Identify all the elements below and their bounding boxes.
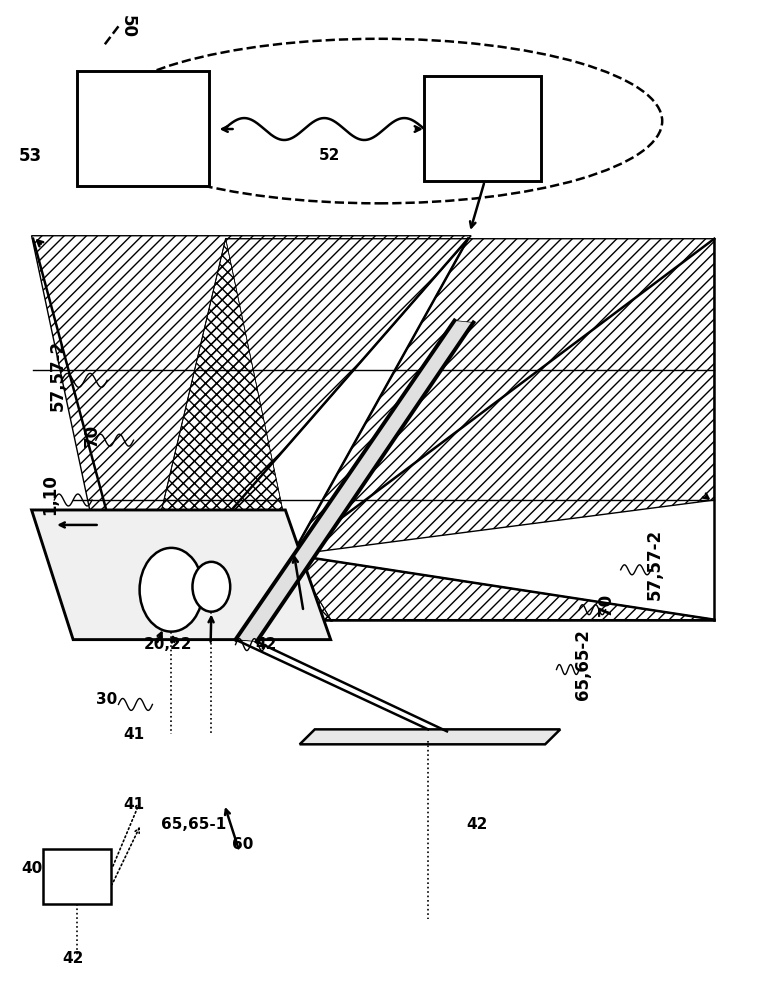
Text: 60: 60 bbox=[233, 837, 254, 852]
Text: 41: 41 bbox=[123, 797, 144, 812]
Bar bbox=[77, 71, 209, 186]
Polygon shape bbox=[299, 729, 560, 744]
Circle shape bbox=[139, 548, 203, 632]
Text: 30: 30 bbox=[96, 692, 117, 707]
Text: 70: 70 bbox=[597, 593, 615, 616]
Text: 40: 40 bbox=[21, 861, 42, 876]
Polygon shape bbox=[136, 239, 292, 620]
Text: 65,65-2: 65,65-2 bbox=[574, 629, 592, 700]
Polygon shape bbox=[236, 320, 474, 642]
Polygon shape bbox=[136, 239, 468, 620]
Polygon shape bbox=[292, 239, 714, 555]
Polygon shape bbox=[33, 239, 468, 620]
Text: 65,65-1: 65,65-1 bbox=[161, 817, 227, 832]
Text: 57,57-2: 57,57-2 bbox=[646, 529, 664, 600]
Text: 42: 42 bbox=[62, 951, 84, 966]
Polygon shape bbox=[292, 555, 714, 620]
Text: 70: 70 bbox=[83, 424, 101, 447]
Circle shape bbox=[193, 562, 230, 612]
Bar bbox=[43, 849, 111, 904]
Polygon shape bbox=[136, 555, 330, 620]
Text: 42: 42 bbox=[255, 637, 277, 652]
Text: 50: 50 bbox=[118, 15, 136, 38]
Text: 20,22: 20,22 bbox=[143, 637, 192, 652]
Polygon shape bbox=[32, 236, 471, 635]
Text: 53: 53 bbox=[18, 147, 42, 165]
Text: 41: 41 bbox=[123, 727, 144, 742]
Text: 42: 42 bbox=[466, 817, 488, 832]
Bar bbox=[424, 76, 541, 181]
Text: 1,10: 1,10 bbox=[42, 475, 59, 515]
Polygon shape bbox=[32, 510, 330, 640]
Text: 57,57-2: 57,57-2 bbox=[49, 340, 67, 411]
Text: 52: 52 bbox=[319, 148, 340, 163]
